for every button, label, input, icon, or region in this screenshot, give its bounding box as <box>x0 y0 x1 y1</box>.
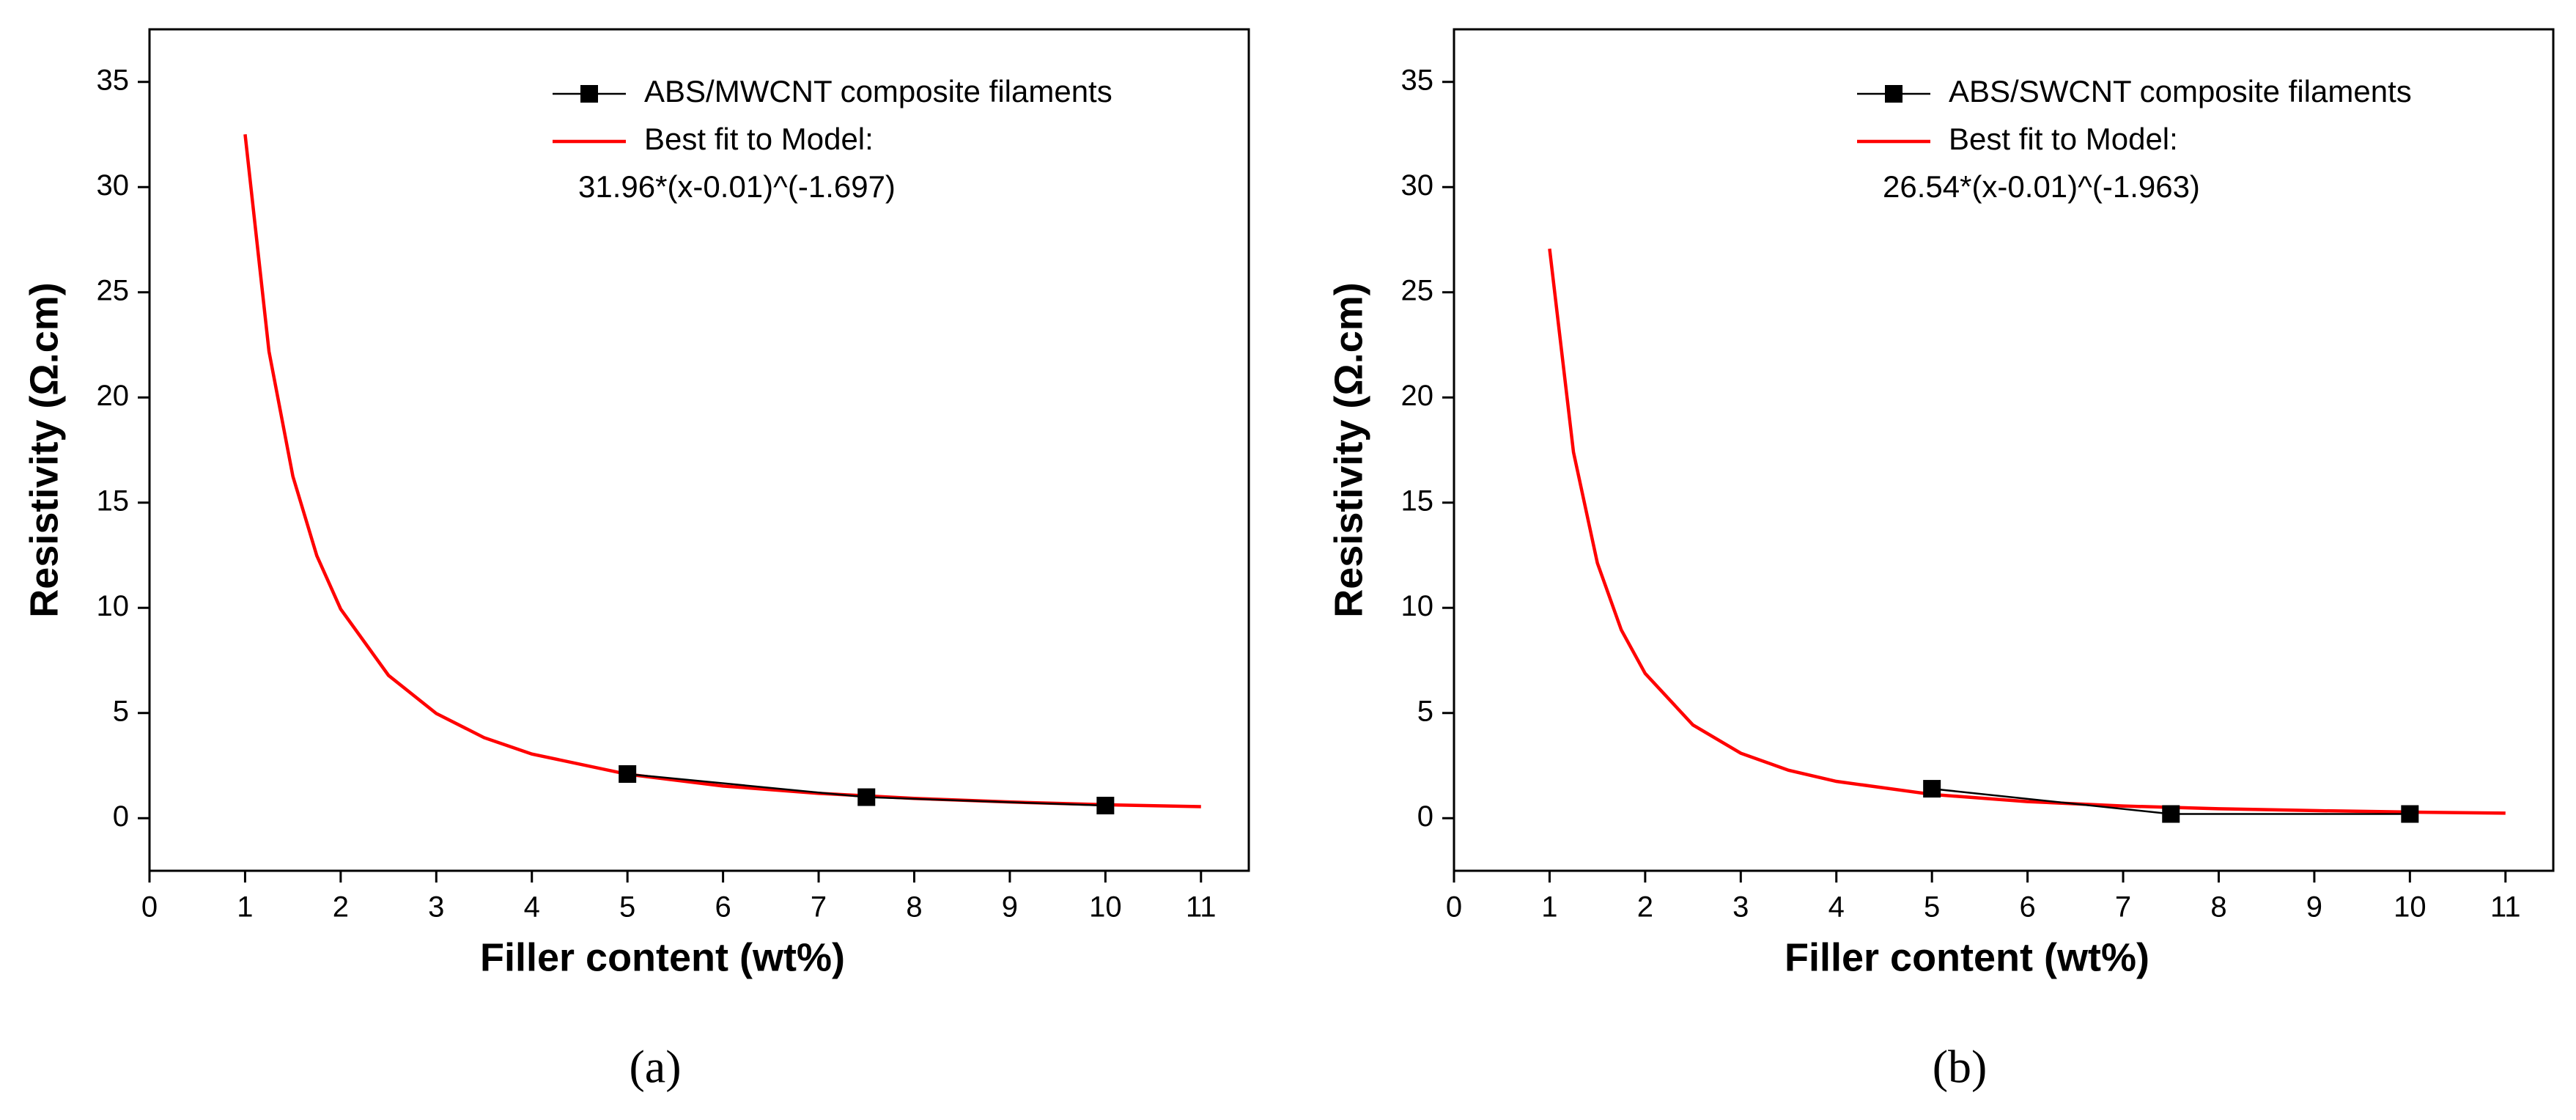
x-tick-label: 7 <box>811 891 827 924</box>
caption: (b) <box>1933 1041 1988 1093</box>
y-tick-label: 20 <box>97 380 130 412</box>
x-tick-label: 0 <box>141 891 158 924</box>
annotation: 26.54*(x-0.01)^(-1.963) <box>1883 169 2200 204</box>
x-tick-label: 2 <box>333 891 349 924</box>
y-tick-label: 35 <box>1401 64 1434 96</box>
y-tick-label: 5 <box>113 695 129 727</box>
series-line <box>243 133 1201 808</box>
y-tick-label: 20 <box>1401 380 1434 412</box>
caption: (a) <box>629 1041 681 1093</box>
y-tick-label: 10 <box>1401 590 1434 622</box>
annotation: 31.96*(x-0.01)^(-1.697) <box>578 169 896 204</box>
y-tick-label: 35 <box>97 64 130 96</box>
x-tick-label: 2 <box>1637 891 1653 924</box>
x-tick-label: 8 <box>906 891 922 924</box>
legend-label: Best fit to Model: <box>1949 122 2178 156</box>
x-tick-label: 10 <box>2394 891 2426 924</box>
y-tick-label: 25 <box>1401 274 1434 306</box>
x-tick-label: 4 <box>1828 891 1845 924</box>
x-tick-label: 1 <box>237 891 253 924</box>
y-tick-label: 30 <box>97 169 130 202</box>
y-axis-title: Resistivity (Ω.cm) <box>22 282 66 617</box>
y-tick-label: 10 <box>97 590 130 622</box>
x-tick-label: 7 <box>2115 891 2131 924</box>
legend-label: ABS/MWCNT composite filaments <box>644 74 1112 108</box>
plot-frame <box>148 28 1250 872</box>
y-tick-label: 15 <box>97 485 130 517</box>
x-tick-label: 11 <box>1186 891 1217 924</box>
x-tick-label: 9 <box>2306 891 2322 924</box>
x-tick-label: 3 <box>428 891 444 924</box>
x-tick-label: 4 <box>524 891 540 924</box>
y-tick-label: 5 <box>1417 695 1433 727</box>
x-tick-label: 9 <box>1002 891 1018 924</box>
y-tick-label: 0 <box>113 800 129 833</box>
data-point <box>2401 805 2419 823</box>
legend-marker <box>1885 85 1903 103</box>
x-tick-label: 6 <box>2019 891 2035 924</box>
y-tick-label: 25 <box>97 274 130 306</box>
series-line <box>1548 248 2506 815</box>
legend-label: ABS/SWCNT composite filaments <box>1949 74 2412 108</box>
x-axis-title: Filler content (wt%) <box>1785 935 2149 979</box>
data-point <box>857 788 876 806</box>
y-axis-title: Resistivity (Ω.cm) <box>1326 282 1370 617</box>
x-tick-label: 11 <box>2490 891 2521 924</box>
data-point <box>1096 797 1115 815</box>
x-axis-title: Filler content (wt%) <box>480 935 845 979</box>
data-point <box>619 765 637 783</box>
x-tick-label: 10 <box>1089 891 1122 924</box>
data-point <box>2162 805 2180 823</box>
x-tick-label: 0 <box>1446 891 1462 924</box>
y-tick-label: 15 <box>1401 485 1434 517</box>
x-tick-label: 8 <box>2210 891 2226 924</box>
legend-label: Best fit to Model: <box>644 122 874 156</box>
x-tick-label: 5 <box>1924 891 1940 924</box>
x-tick-label: 6 <box>715 891 731 924</box>
y-tick-label: 30 <box>1401 169 1434 202</box>
x-tick-label: 3 <box>1732 891 1749 924</box>
legend-marker <box>580 85 598 103</box>
y-tick-label: 0 <box>1417 800 1433 833</box>
x-tick-label: 1 <box>1541 891 1557 924</box>
data-point <box>1923 780 1941 798</box>
plot-frame <box>1453 28 2555 872</box>
x-tick-label: 5 <box>619 891 635 924</box>
